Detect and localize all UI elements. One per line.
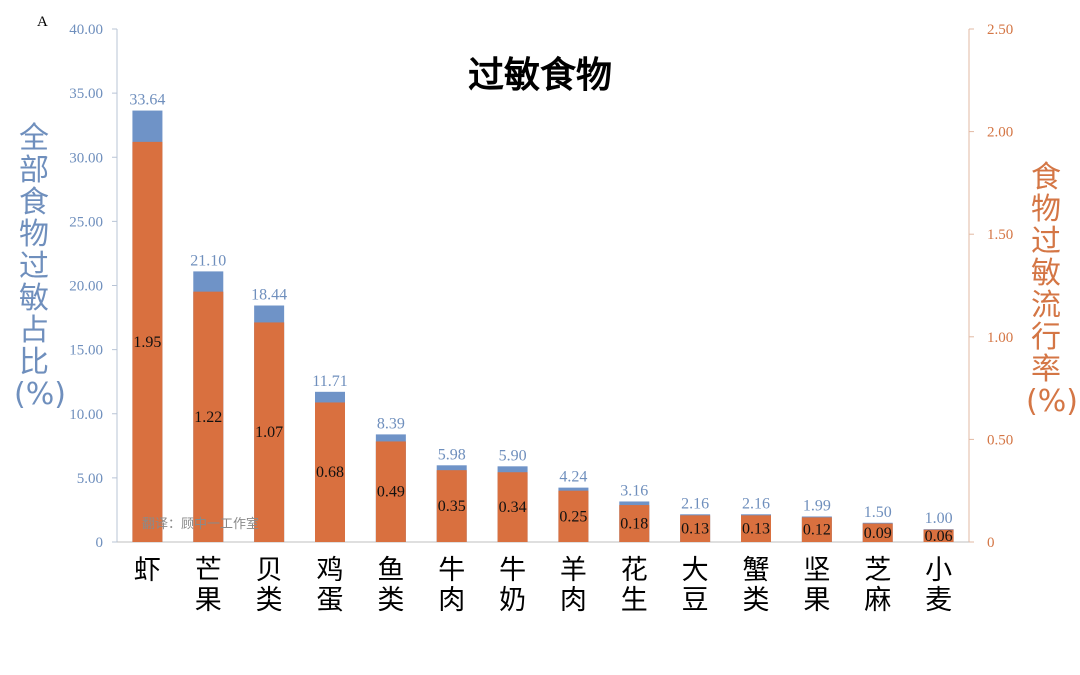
- watermark: 翻译：顾中一工作室: [142, 517, 260, 532]
- left-tick-label: 0: [96, 535, 104, 551]
- category-label: 生: [621, 585, 648, 616]
- bar-secondary: [558, 490, 589, 542]
- category-label: 贝: [256, 555, 283, 586]
- category-label: 芝: [864, 555, 891, 586]
- bar-secondary: [315, 402, 345, 542]
- left-tick-label: 35.00: [69, 86, 103, 102]
- data-label-primary: 21.10: [190, 252, 226, 269]
- data-label-primary: 8.39: [377, 415, 405, 432]
- data-label-secondary: 0.34: [499, 499, 527, 516]
- category-label: 麦: [925, 585, 952, 616]
- category-label: 小: [925, 555, 952, 586]
- data-label-primary: 1.99: [803, 497, 831, 514]
- bar-secondary: [862, 523, 893, 542]
- data-label-secondary: 1.07: [255, 424, 283, 441]
- right-tick-label: 0.50: [987, 432, 1013, 448]
- category-label: 类: [377, 585, 404, 616]
- left-tick-label: 15.00: [69, 343, 103, 359]
- category-label: 豆: [682, 585, 709, 616]
- data-label-primary: 5.98: [438, 446, 466, 463]
- data-label-secondary: 0.18: [620, 516, 648, 533]
- data-label-secondary: 1.22: [194, 409, 222, 426]
- data-label-secondary: 0.25: [559, 508, 587, 525]
- data-label-primary: 2.16: [681, 495, 709, 512]
- right-tick-label: 1.00: [987, 330, 1013, 346]
- data-label-primary: 3.16: [620, 482, 648, 499]
- right-tick-label: 0: [987, 535, 995, 551]
- chart-title: 过敏食物: [467, 55, 612, 96]
- data-label-secondary: 0.49: [377, 484, 405, 501]
- bar-secondary: [801, 517, 832, 542]
- category-label: 鸡: [317, 555, 344, 586]
- left-tick-label: 25.00: [69, 214, 103, 230]
- bar-secondary: [193, 291, 224, 542]
- left-axis-title: 全部食物过敏占比(%): [14, 121, 66, 412]
- right-axis-title: 食物过敏流行率(%): [1026, 160, 1078, 419]
- data-label-primary: 18.44: [251, 287, 287, 304]
- bar-secondary: [497, 472, 528, 542]
- left-tick-label: 5.00: [77, 471, 103, 487]
- data-label-secondary: 0.12: [803, 522, 831, 539]
- bar-secondary: [680, 515, 711, 542]
- category-label: 花: [621, 555, 648, 586]
- bar-secondary: [741, 515, 771, 542]
- category-label: 牛: [438, 555, 465, 586]
- left-tick-label: 30.00: [69, 150, 103, 166]
- category-label: 大: [682, 555, 709, 586]
- data-label-primary: 33.64: [129, 92, 165, 109]
- bar-secondary: [254, 322, 285, 542]
- category-label: 鱼: [377, 555, 404, 586]
- category-label: 麻: [864, 585, 891, 616]
- right-tick-label: 2.50: [987, 22, 1013, 38]
- bar-secondary: [923, 529, 954, 542]
- category-label: 果: [195, 585, 222, 616]
- category-label: 牛: [499, 555, 526, 586]
- bar-secondary: [375, 441, 406, 542]
- category-label: 肉: [560, 585, 587, 616]
- data-label-secondary: 0.06: [925, 528, 953, 545]
- category-label: 果: [803, 585, 830, 616]
- right-tick-label: 2.00: [987, 125, 1013, 141]
- right-tick-label: 1.50: [987, 227, 1013, 243]
- bar-secondary: [619, 505, 650, 542]
- data-label-primary: 2.16: [742, 495, 770, 512]
- category-label: 蛋: [317, 585, 344, 616]
- panel-label: A: [37, 14, 48, 30]
- data-label-secondary: 0.35: [438, 498, 466, 515]
- data-label-primary: 5.90: [499, 447, 527, 464]
- data-label-secondary: 1.95: [133, 334, 161, 351]
- data-label-primary: 1.00: [925, 510, 953, 527]
- left-tick-label: 20.00: [69, 279, 103, 295]
- category-label: 类: [256, 585, 283, 616]
- data-label-secondary: 0.13: [742, 521, 770, 538]
- left-tick-label: 40.00: [69, 22, 103, 38]
- data-label-primary: 11.71: [312, 373, 347, 390]
- category-label: 芒: [195, 555, 222, 586]
- category-label: 羊: [560, 555, 587, 586]
- data-label-secondary: 0.68: [316, 464, 344, 481]
- data-label-primary: 4.24: [559, 469, 587, 486]
- category-label: 蟹: [743, 555, 770, 586]
- bar-secondary: [436, 470, 467, 542]
- category-label: 类: [743, 585, 770, 616]
- data-label-secondary: 0.13: [681, 521, 709, 538]
- category-label: 奶: [499, 585, 526, 616]
- category-label: 虾: [134, 555, 161, 586]
- data-label-primary: 1.50: [864, 504, 892, 521]
- left-tick-label: 10.00: [69, 407, 103, 423]
- data-label-secondary: 0.09: [864, 525, 892, 542]
- category-label: 坚: [803, 555, 830, 586]
- bar-secondary: [132, 141, 163, 543]
- category-label: 肉: [438, 585, 465, 616]
